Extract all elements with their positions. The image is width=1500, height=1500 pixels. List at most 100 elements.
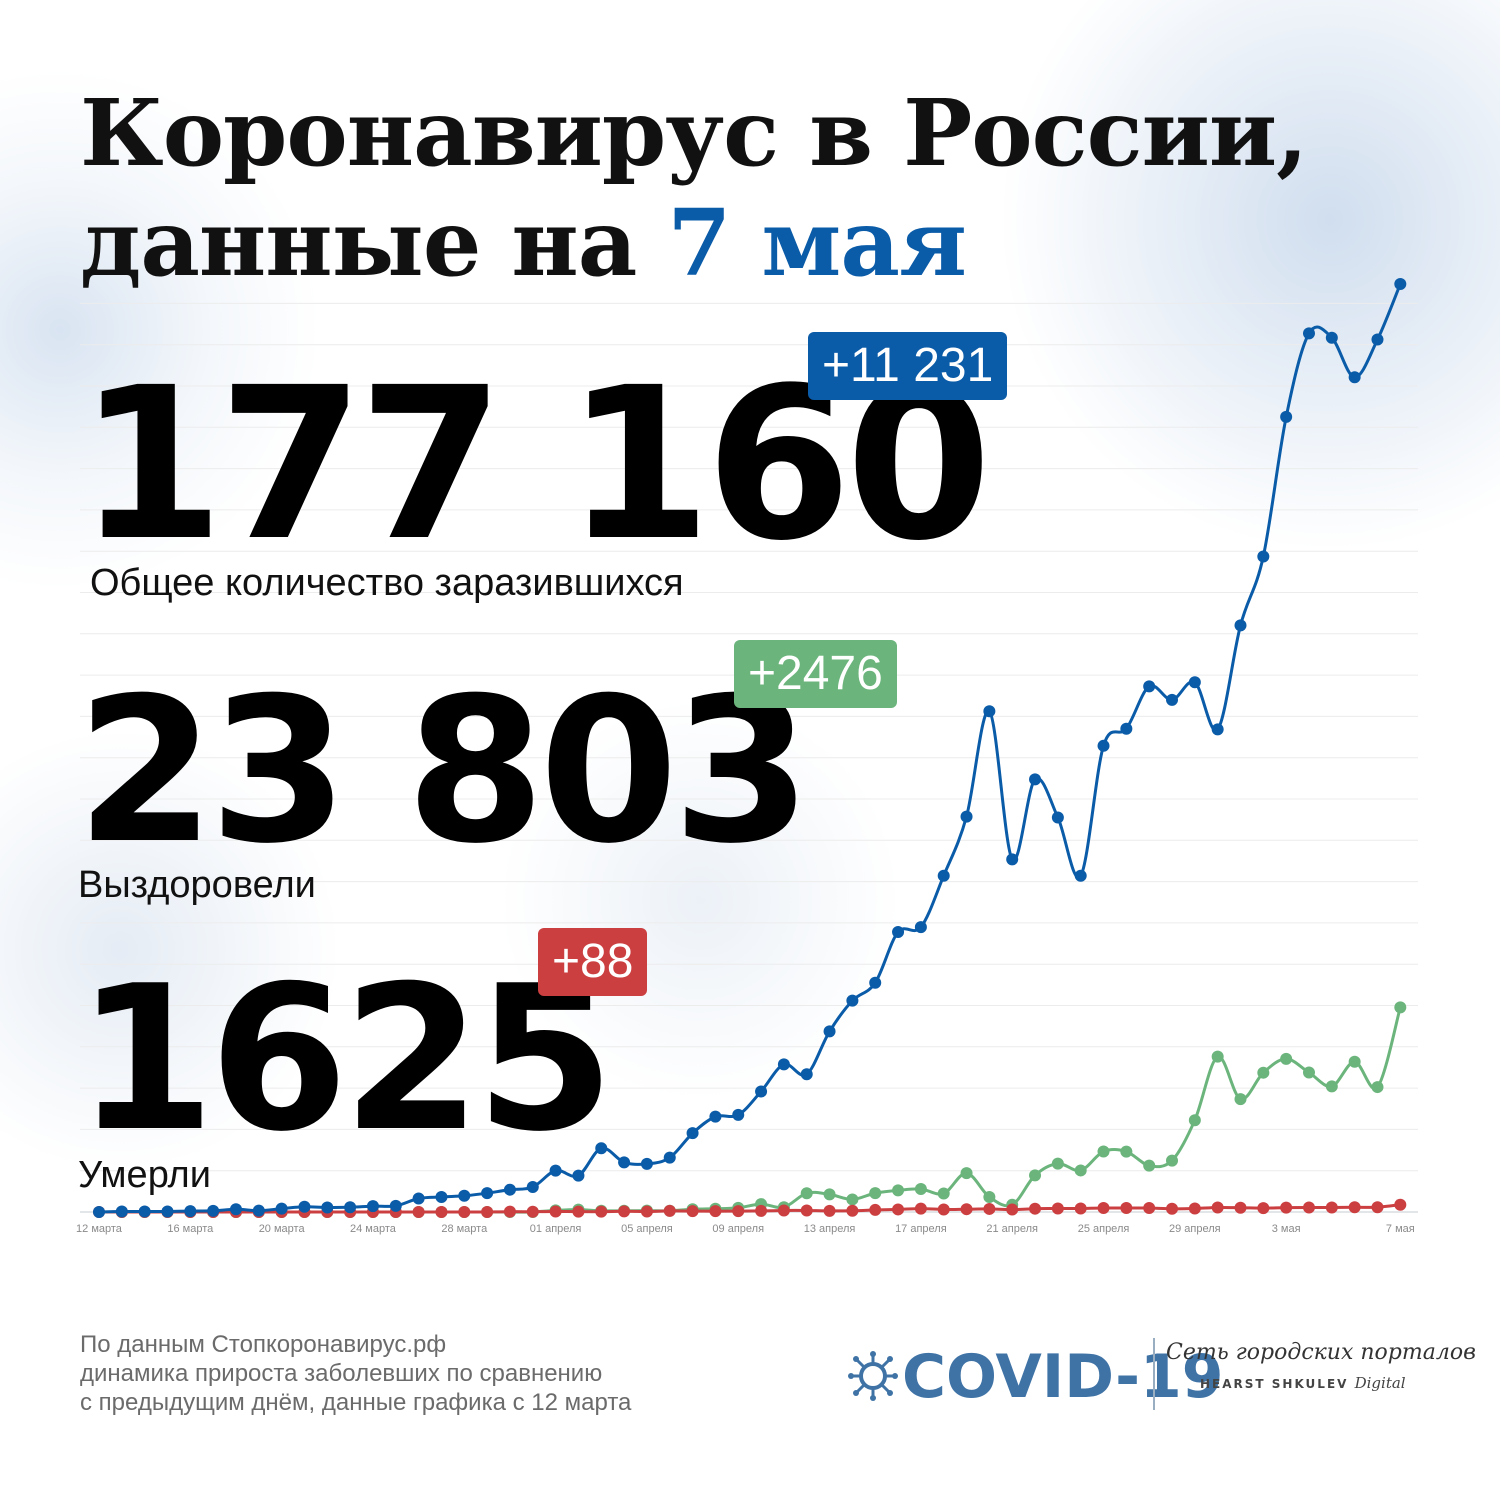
- data-point-infected: [1302, 327, 1315, 340]
- x-tick-label: 28 марта: [441, 1223, 488, 1235]
- x-tick-label: 3 мая: [1272, 1223, 1301, 1235]
- virus-icon: [848, 1351, 898, 1401]
- data-point-infected: [1211, 723, 1224, 736]
- data-point-deaths: [1234, 1201, 1247, 1214]
- data-point-infected: [1371, 333, 1384, 346]
- data-point-recovered: [1166, 1154, 1179, 1167]
- source-note: По данным Стопкоронавирус.рф динамика пр…: [80, 1330, 780, 1417]
- data-point-deaths: [846, 1204, 859, 1217]
- data-point-infected: [298, 1200, 311, 1213]
- data-point-infected: [1120, 722, 1133, 735]
- title-line-2: данные на: [80, 189, 668, 297]
- data-point-infected: [344, 1201, 357, 1214]
- data-point-recovered: [1348, 1055, 1361, 1068]
- data-point-recovered: [1211, 1050, 1224, 1063]
- data-point-deaths: [1097, 1201, 1110, 1214]
- data-point-recovered: [846, 1193, 859, 1206]
- data-point-infected: [229, 1203, 242, 1216]
- data-point-infected: [115, 1205, 128, 1218]
- data-point-recovered: [1120, 1145, 1133, 1158]
- data-point-deaths: [618, 1205, 631, 1218]
- data-point-infected: [389, 1199, 402, 1212]
- brand-name: HEARST SHKULEV Digital: [1200, 1374, 1406, 1392]
- data-point-deaths: [412, 1206, 425, 1218]
- deaths-total: 1625: [76, 943, 615, 1176]
- data-point-deaths: [640, 1205, 653, 1218]
- data-point-deaths: [1394, 1198, 1407, 1211]
- data-point-deaths: [1371, 1201, 1384, 1214]
- data-point-deaths: [1006, 1203, 1019, 1216]
- data-point-deaths: [709, 1205, 722, 1218]
- data-point-deaths: [1302, 1201, 1315, 1214]
- data-point-recovered: [914, 1183, 927, 1196]
- data-point-infected: [1029, 773, 1042, 786]
- data-point-infected: [595, 1142, 608, 1155]
- data-point-deaths: [572, 1205, 585, 1218]
- data-point-infected: [503, 1183, 516, 1196]
- data-point-recovered: [1188, 1114, 1201, 1127]
- data-point-infected: [435, 1190, 448, 1203]
- covid-logo: COVID-19: [848, 1332, 1224, 1422]
- x-tick-label: 12 марта: [76, 1223, 123, 1235]
- x-tick-label: 05 апреля: [621, 1223, 673, 1235]
- brand-name-text: HEARST SHKULEV: [1200, 1377, 1349, 1391]
- recovered-delta-badge: +2476: [734, 640, 897, 708]
- data-point-deaths: [960, 1203, 973, 1216]
- data-point-infected: [709, 1110, 722, 1123]
- data-point-deaths: [732, 1205, 745, 1218]
- data-point-recovered: [869, 1187, 882, 1200]
- data-point-infected: [1074, 869, 1087, 882]
- data-point-deaths: [755, 1204, 768, 1217]
- source-note-line-2: динамика прироста заболевших по сравнени…: [80, 1360, 603, 1387]
- data-point-infected: [412, 1192, 425, 1205]
- data-point-infected: [686, 1127, 699, 1140]
- data-point-infected: [846, 994, 859, 1007]
- data-point-recovered: [892, 1184, 905, 1197]
- source-note-line-3: с предыдущим днём, данные графика с 12 м…: [80, 1389, 632, 1416]
- data-point-infected: [983, 705, 996, 718]
- x-tick-label: 16 марта: [167, 1223, 214, 1235]
- recovered-label: Выздоровели: [78, 864, 316, 906]
- data-point-infected: [1325, 331, 1338, 344]
- data-point-infected: [800, 1068, 813, 1081]
- data-point-deaths: [777, 1204, 790, 1217]
- chart-grid: [80, 302, 1418, 1213]
- data-point-deaths: [823, 1204, 836, 1217]
- infected-label: Общее количество заразившихся: [90, 562, 684, 604]
- source-note-line-1: По данным Стопкоронавирус.рф: [80, 1331, 447, 1358]
- data-point-recovered: [800, 1187, 813, 1200]
- data-point-deaths: [1120, 1202, 1133, 1215]
- data-point-infected: [366, 1200, 379, 1213]
- data-point-infected: [1348, 371, 1361, 384]
- data-point-deaths: [595, 1205, 608, 1218]
- data-point-deaths: [869, 1203, 882, 1216]
- data-point-recovered: [1143, 1159, 1156, 1172]
- data-point-infected: [207, 1204, 220, 1217]
- data-point-infected: [663, 1151, 676, 1164]
- data-point-infected: [572, 1169, 585, 1182]
- data-point-infected: [1234, 619, 1247, 632]
- data-point-infected: [252, 1204, 265, 1217]
- data-point-deaths: [503, 1205, 516, 1218]
- data-point-infected: [1143, 680, 1156, 693]
- data-point-recovered: [1371, 1081, 1384, 1094]
- data-point-recovered: [960, 1167, 973, 1180]
- data-point-infected: [1006, 853, 1019, 866]
- data-point-recovered: [1257, 1066, 1270, 1079]
- data-point-infected: [937, 869, 950, 882]
- data-point-infected: [1280, 410, 1293, 423]
- data-point-deaths: [1029, 1202, 1042, 1215]
- data-point-deaths: [1257, 1202, 1270, 1215]
- data-point-infected: [1394, 278, 1407, 290]
- logo-divider: [1153, 1338, 1155, 1410]
- data-point-deaths: [800, 1204, 813, 1217]
- data-point-recovered: [1074, 1164, 1087, 1177]
- data-point-deaths: [1188, 1202, 1201, 1215]
- data-point-recovered: [1097, 1145, 1110, 1158]
- data-point-deaths: [1325, 1201, 1338, 1214]
- data-point-infected: [526, 1181, 539, 1194]
- x-tick-label: 24 марта: [350, 1223, 397, 1235]
- data-point-deaths: [1051, 1202, 1064, 1215]
